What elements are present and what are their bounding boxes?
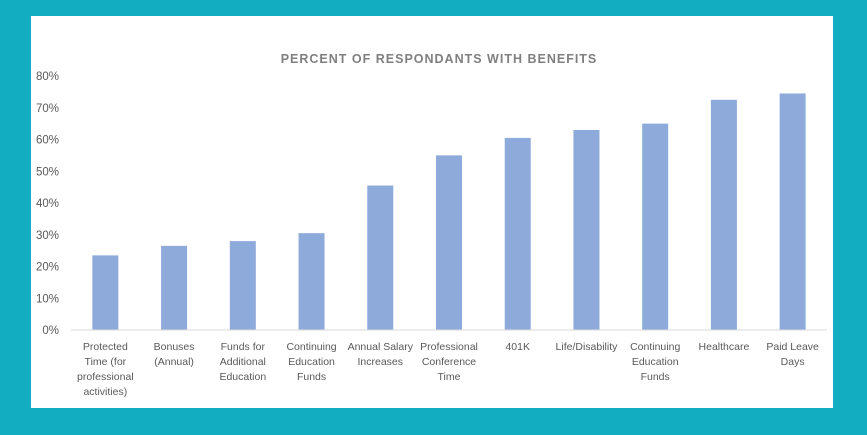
x-tick-label: Paid Leave Days bbox=[766, 341, 819, 368]
x-tick-label: Bonuses (Annual) bbox=[154, 341, 195, 368]
bar bbox=[710, 99, 737, 330]
bars bbox=[92, 93, 806, 331]
y-tick-label: 30% bbox=[36, 230, 59, 242]
x-tick-label: 401K bbox=[505, 341, 530, 353]
x-tick-label: Life/Disability bbox=[556, 341, 619, 353]
x-tick-label: Protected Time (for professional activities… bbox=[77, 341, 134, 398]
x-tick-label: Healthcare bbox=[699, 341, 750, 353]
x-axis-labels: Protected Time (for professional activities… bbox=[77, 341, 819, 398]
bar bbox=[367, 185, 394, 330]
bar bbox=[642, 123, 669, 330]
y-tick-label: 40% bbox=[36, 198, 59, 210]
x-tick-label: Continuing Education Funds bbox=[286, 341, 336, 383]
bar bbox=[161, 245, 188, 330]
bar-chart: PERCENT OF RESPONDANTS WITH BENEFITS 0% 1… bbox=[36, 52, 827, 398]
y-tick-label: 80% bbox=[36, 71, 59, 83]
x-tick-label: Funds for Additional Education bbox=[219, 341, 266, 383]
y-tick-label: 60% bbox=[36, 135, 59, 147]
bar bbox=[504, 137, 531, 330]
x-tick-label: Professional Conference Time bbox=[420, 341, 478, 383]
chart-panel: PERCENT OF RESPONDANTS WITH BENEFITS 0% 1… bbox=[31, 16, 833, 408]
bar bbox=[229, 241, 256, 330]
y-tick-label: 70% bbox=[36, 103, 59, 115]
x-tick-label: Annual Salary Increases bbox=[348, 341, 414, 368]
y-tick-label: 10% bbox=[36, 293, 59, 305]
chart-title: PERCENT OF RESPONDANTS WITH BENEFITS bbox=[281, 52, 598, 66]
bar bbox=[92, 255, 119, 330]
bar bbox=[779, 93, 806, 331]
bar bbox=[298, 233, 325, 330]
y-tick-label: 0% bbox=[42, 325, 59, 337]
bar bbox=[573, 129, 600, 330]
y-tick-label: 20% bbox=[36, 262, 59, 274]
y-tick-label: 50% bbox=[36, 166, 59, 178]
y-axis-ticks: 0% 10% 20% 30% 40% 50% 60% 70% 80% bbox=[36, 71, 59, 337]
x-tick-label: Continuing Education Funds bbox=[630, 341, 680, 383]
bar bbox=[436, 155, 462, 330]
